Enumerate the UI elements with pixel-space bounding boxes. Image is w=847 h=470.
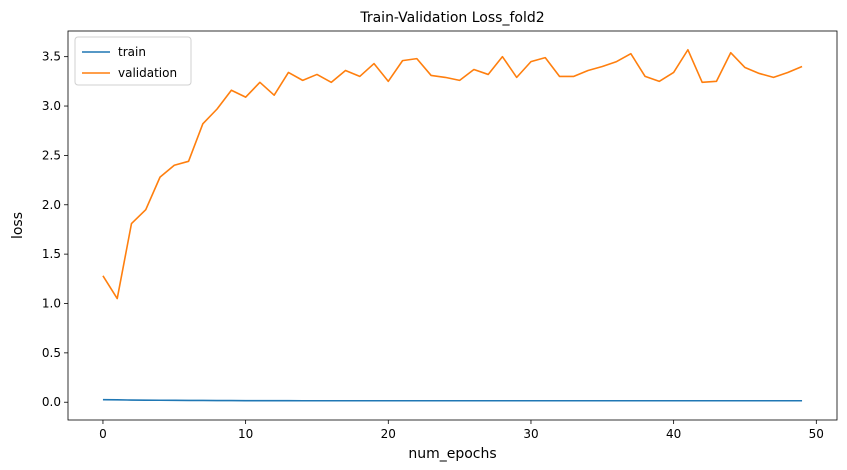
y-tick-label: 1.5	[42, 247, 61, 261]
y-tick-label: 2.0	[42, 198, 61, 212]
x-tick-label: 20	[381, 427, 396, 441]
x-axis-label: num_epochs	[408, 446, 496, 462]
chart-title: Train-Validation Loss_fold2	[359, 10, 544, 26]
series-line-train	[102, 398, 803, 402]
y-tick-label: 2.5	[42, 148, 61, 162]
plot-lines	[102, 48, 803, 402]
x-tick-label: 40	[666, 427, 681, 441]
x-axis-ticks: 0 10 20 30 40 50	[99, 420, 824, 441]
y-tick-label: 3.0	[42, 99, 61, 113]
y-axis-ticks: 0.0 0.5 1.0 1.5 2.0 2.5 3.0 3.5	[42, 50, 68, 409]
legend: train validation	[74, 36, 192, 86]
legend-label-validation: validation	[118, 66, 177, 80]
series-line-validation	[102, 48, 803, 300]
x-tick-label: 10	[238, 427, 253, 441]
y-axis-label: loss	[10, 212, 26, 239]
x-tick-label: 0	[99, 427, 107, 441]
x-tick-label: 30	[523, 427, 538, 441]
y-tick-label: 0.0	[42, 395, 61, 409]
legend-label-train: train	[118, 45, 146, 59]
y-tick-label: 0.5	[42, 346, 61, 360]
x-tick-label: 50	[809, 427, 824, 441]
plot-frame	[67, 30, 838, 421]
y-tick-label: 1.0	[42, 296, 61, 310]
y-tick-label: 3.5	[42, 50, 61, 64]
